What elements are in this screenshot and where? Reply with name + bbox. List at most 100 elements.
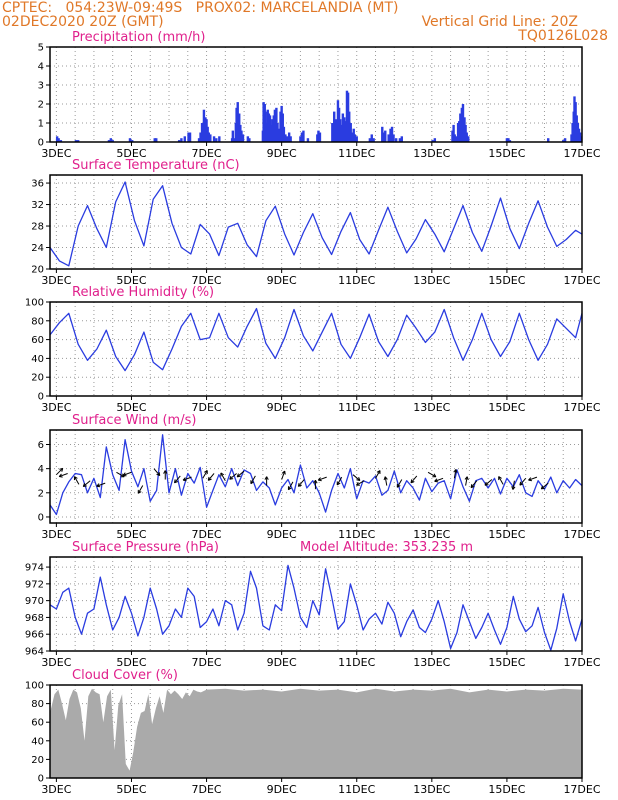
- x-tick-label: 3DEC: [41, 783, 71, 796]
- precip-bar: [351, 132, 354, 142]
- wind-arrow: [163, 470, 168, 480]
- precip-bar: [131, 140, 134, 142]
- wind-arrow: [96, 482, 106, 488]
- y-tick-label: 60: [31, 335, 44, 346]
- wind-arrow: [453, 469, 458, 479]
- precip-bar: [389, 128, 392, 142]
- header-date: 02DEC2020 20Z (GMT): [2, 14, 164, 30]
- wind-arrow: [82, 480, 91, 488]
- y-tick-label: 80: [31, 316, 44, 327]
- x-tick-label: 5DEC: [116, 528, 146, 541]
- wind-arrow: [434, 477, 444, 483]
- precip-bar: [289, 136, 292, 142]
- wind-arrow: [58, 473, 68, 478]
- wind-arrow: [511, 480, 516, 490]
- precip-bar: [183, 136, 186, 142]
- precip-bar: [197, 138, 201, 142]
- wind-arrow: [207, 473, 215, 481]
- precip-bar: [207, 132, 211, 142]
- precip-bar: [188, 132, 192, 142]
- x-tick-label: 7DEC: [192, 528, 222, 541]
- temperature-grid: [50, 175, 583, 269]
- x-tick-label: 15DEC: [488, 401, 525, 414]
- y-tick-label: 36: [31, 179, 44, 190]
- wind-arrow: [281, 470, 286, 480]
- precip-bar: [282, 126, 286, 142]
- precip-bar: [212, 136, 216, 142]
- x-tick-label: 13DEC: [413, 401, 450, 414]
- y-tick-label: 966: [25, 630, 44, 641]
- pressure-panel: Surface Pressure (hPa) Model Altitude: 35…: [25, 540, 601, 669]
- y-tick-label: 5: [38, 43, 44, 54]
- precip-bar: [507, 138, 510, 142]
- precip-bar: [74, 140, 78, 142]
- wind-arrow: [122, 471, 132, 477]
- x-tick-label: 15DEC: [488, 656, 525, 669]
- precip-bar: [241, 134, 245, 142]
- wind-arrow: [153, 468, 161, 477]
- wind-arrow: [352, 474, 361, 481]
- pressure-series: [50, 564, 582, 651]
- wind-arrow: [220, 472, 226, 481]
- precip-bar: [236, 102, 239, 142]
- wind-arrow: [229, 473, 237, 480]
- wind-arrow: [137, 485, 144, 494]
- x-tick-label: 5DEC: [116, 783, 146, 796]
- precip-bar: [459, 113, 462, 142]
- precip-bar: [455, 136, 458, 142]
- precip-bar: [199, 132, 202, 142]
- precip-bar: [433, 138, 437, 142]
- x-tick-label: 11DEC: [338, 401, 375, 414]
- x-tick-label: 7DEC: [192, 783, 222, 796]
- y-tick-label: 2: [38, 488, 44, 499]
- precip-bar: [348, 111, 351, 142]
- wind-arrow: [519, 477, 527, 486]
- y-tick-label: 4: [38, 62, 44, 73]
- y-tick-label: 968: [25, 613, 44, 624]
- precip-bar: [318, 132, 322, 142]
- precip-bar: [431, 140, 434, 142]
- wind-arrow: [56, 467, 64, 476]
- y-tick-label: 40: [31, 354, 44, 365]
- humidity-frame: [49, 301, 583, 397]
- x-tick-label: 17DEC: [563, 656, 600, 669]
- precip-bar: [400, 136, 403, 142]
- y-tick-label: 20: [31, 373, 44, 384]
- precip-bar: [349, 123, 352, 142]
- y-tick-label: 60: [31, 718, 44, 729]
- wind-arrow: [174, 475, 181, 484]
- precip-title: Precipitation (mm/h): [72, 30, 205, 45]
- x-tick-label: 3DEC: [41, 528, 71, 541]
- x-tick-label: 7DEC: [192, 401, 222, 414]
- precip-bar: [209, 134, 212, 142]
- wind-arrows: [56, 467, 549, 494]
- precip-bar: [306, 138, 310, 142]
- y-tick-label: 970: [25, 596, 44, 607]
- precip-bar: [453, 134, 456, 142]
- precip-grid: [50, 47, 583, 142]
- precip-bar: [333, 111, 336, 142]
- precip-bar: [177, 140, 181, 142]
- y-tick-label: 972: [25, 579, 44, 590]
- x-tick-label: 17DEC: [563, 528, 600, 541]
- cloud-title: Cloud Cover (%): [72, 668, 178, 683]
- precip-bar: [276, 123, 279, 142]
- precip-bar: [107, 140, 111, 142]
- x-tick-label: 7DEC: [192, 147, 222, 160]
- x-tick-label: 9DEC: [267, 401, 297, 414]
- precip-bar: [231, 130, 235, 142]
- wind-arrow: [375, 470, 381, 479]
- y-tick-label: 100: [25, 681, 44, 692]
- wind-arrow: [464, 476, 469, 486]
- precip-bar: [381, 126, 384, 142]
- x-tick-label: 15DEC: [488, 274, 525, 287]
- wind-arrow: [410, 475, 418, 484]
- y-tick-label: 4: [38, 464, 44, 475]
- precip-bar: [202, 109, 206, 142]
- precip-bar: [317, 130, 320, 142]
- x-tick-label: 5DEC: [116, 656, 146, 669]
- x-tick-label: 11DEC: [338, 147, 375, 160]
- wind-arrow: [484, 479, 493, 486]
- precip-bar: [562, 140, 565, 142]
